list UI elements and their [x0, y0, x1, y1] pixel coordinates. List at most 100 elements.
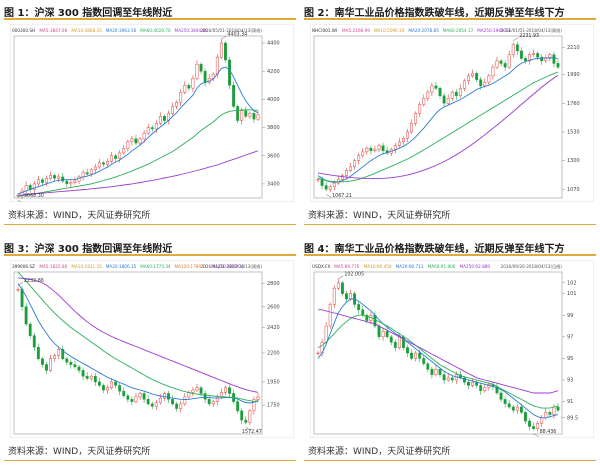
candle-body — [215, 56, 219, 75]
candle-body — [126, 141, 130, 149]
y-tick-label: 1070 — [567, 187, 580, 193]
candle-body — [207, 399, 211, 405]
candle-body — [211, 73, 215, 79]
low-marker — [533, 433, 539, 437]
candle-body — [252, 399, 256, 412]
candle-body — [106, 161, 109, 165]
source-note: 资料来源：WIND，天风证券研究所 — [8, 211, 151, 221]
chart-frame — [310, 24, 594, 202]
candle-body — [414, 113, 418, 124]
legend-ma: MA10:1831.35 — [71, 264, 102, 269]
candle-body — [122, 148, 126, 154]
candle-body — [224, 387, 227, 393]
candle-body — [49, 175, 52, 179]
candle-body — [499, 60, 503, 64]
legend-ma: MA10:90.459 — [364, 264, 392, 269]
candle-body — [150, 127, 154, 130]
candle-body — [130, 138, 134, 142]
y-tick-label: 1300 — [567, 158, 580, 164]
candle-body — [438, 88, 442, 97]
ma-line-ma60 — [317, 71, 559, 183]
legend-ma: MA60:4020.70 — [140, 28, 171, 33]
candle-body — [463, 377, 466, 383]
chart-3: 399006.SZ MA5:1822.86 MA10:1831.35 MA20:180… — [10, 260, 294, 438]
y-tick-label: 97 — [567, 334, 573, 340]
candle-body — [471, 73, 475, 77]
candle-body — [406, 131, 409, 139]
title-rule — [4, 18, 296, 20]
candle-body — [410, 352, 413, 359]
ma-line-ma250 — [317, 74, 559, 180]
legend-ma: MA20:2078.85 — [408, 28, 439, 33]
candle-body — [471, 381, 475, 386]
candle-body — [463, 80, 466, 89]
candle-body — [332, 182, 336, 188]
candle-body — [179, 92, 183, 103]
y-tick-label: 2420 — [267, 325, 280, 331]
candle-body — [483, 81, 487, 87]
candle-body — [175, 101, 179, 107]
plot-border — [13, 35, 263, 199]
ma-line-ma20 — [17, 283, 259, 404]
candle-body — [232, 85, 236, 107]
low-marker — [17, 200, 22, 202]
candle-body — [552, 54, 556, 64]
candle-body — [515, 44, 519, 52]
candle-body — [126, 395, 130, 400]
candle-body — [357, 304, 361, 311]
y-tick-label: 91 — [567, 399, 573, 405]
candle-body — [393, 341, 397, 348]
candle-body — [442, 95, 446, 104]
candle-body — [519, 406, 523, 413]
high-marker — [338, 275, 344, 279]
candle-body — [336, 282, 340, 289]
candle-body — [195, 387, 199, 391]
candle-body — [524, 412, 527, 422]
candle-body — [195, 63, 199, 79]
candle-body — [101, 162, 105, 165]
candle-body — [426, 363, 430, 370]
ma-line-ma250 — [17, 150, 259, 196]
chart-frame — [310, 260, 594, 438]
candle-body — [385, 331, 389, 338]
chart-frame — [10, 24, 294, 202]
candle-body — [142, 393, 146, 400]
candle-body — [32, 183, 36, 190]
chart-2: NHCI001.WI MA5:2108.99 MA10:2096.19 MA20:20… — [310, 24, 594, 202]
high-marker — [17, 282, 24, 286]
y-tick-label: 4200 — [267, 69, 280, 75]
candle-body — [150, 403, 154, 407]
candle-body — [224, 42, 227, 61]
candle-body — [61, 349, 65, 360]
ma-line-ma250 — [17, 277, 259, 393]
candle-body — [199, 63, 203, 72]
y-tick-label: 2210 — [567, 45, 580, 51]
candle-body — [118, 385, 122, 392]
candle-body — [93, 375, 97, 383]
candle-body — [479, 385, 483, 392]
title-rule — [304, 18, 596, 20]
candle-body — [219, 42, 223, 58]
y-tick-label: 2600 — [267, 304, 280, 310]
candle-body — [154, 402, 158, 407]
header-date: 2016/09/20-2018/04/13(日线) — [501, 263, 563, 270]
candle-body — [556, 406, 560, 411]
candle-body — [146, 127, 150, 134]
candle-body — [528, 54, 531, 62]
candle-body — [228, 387, 231, 394]
legend-ma: MA5:1822.86 — [39, 264, 67, 269]
candle-body — [422, 358, 426, 365]
candle-body — [57, 349, 61, 356]
candle-body — [349, 166, 352, 171]
candle-body — [324, 325, 328, 343]
candle-body — [244, 419, 248, 423]
ma-line-ma60 — [17, 109, 259, 198]
candle-body — [138, 138, 142, 144]
candle-body — [167, 393, 170, 400]
y-tick-label: 102 — [567, 280, 577, 286]
candle-body — [215, 396, 219, 402]
header-date: 2016/01/01-2018/04/13(周线) — [201, 263, 263, 270]
candle-body — [163, 116, 166, 121]
source-note: 资料来源：WIND，天风证券研究所 — [308, 211, 451, 221]
candle-body — [256, 396, 260, 400]
